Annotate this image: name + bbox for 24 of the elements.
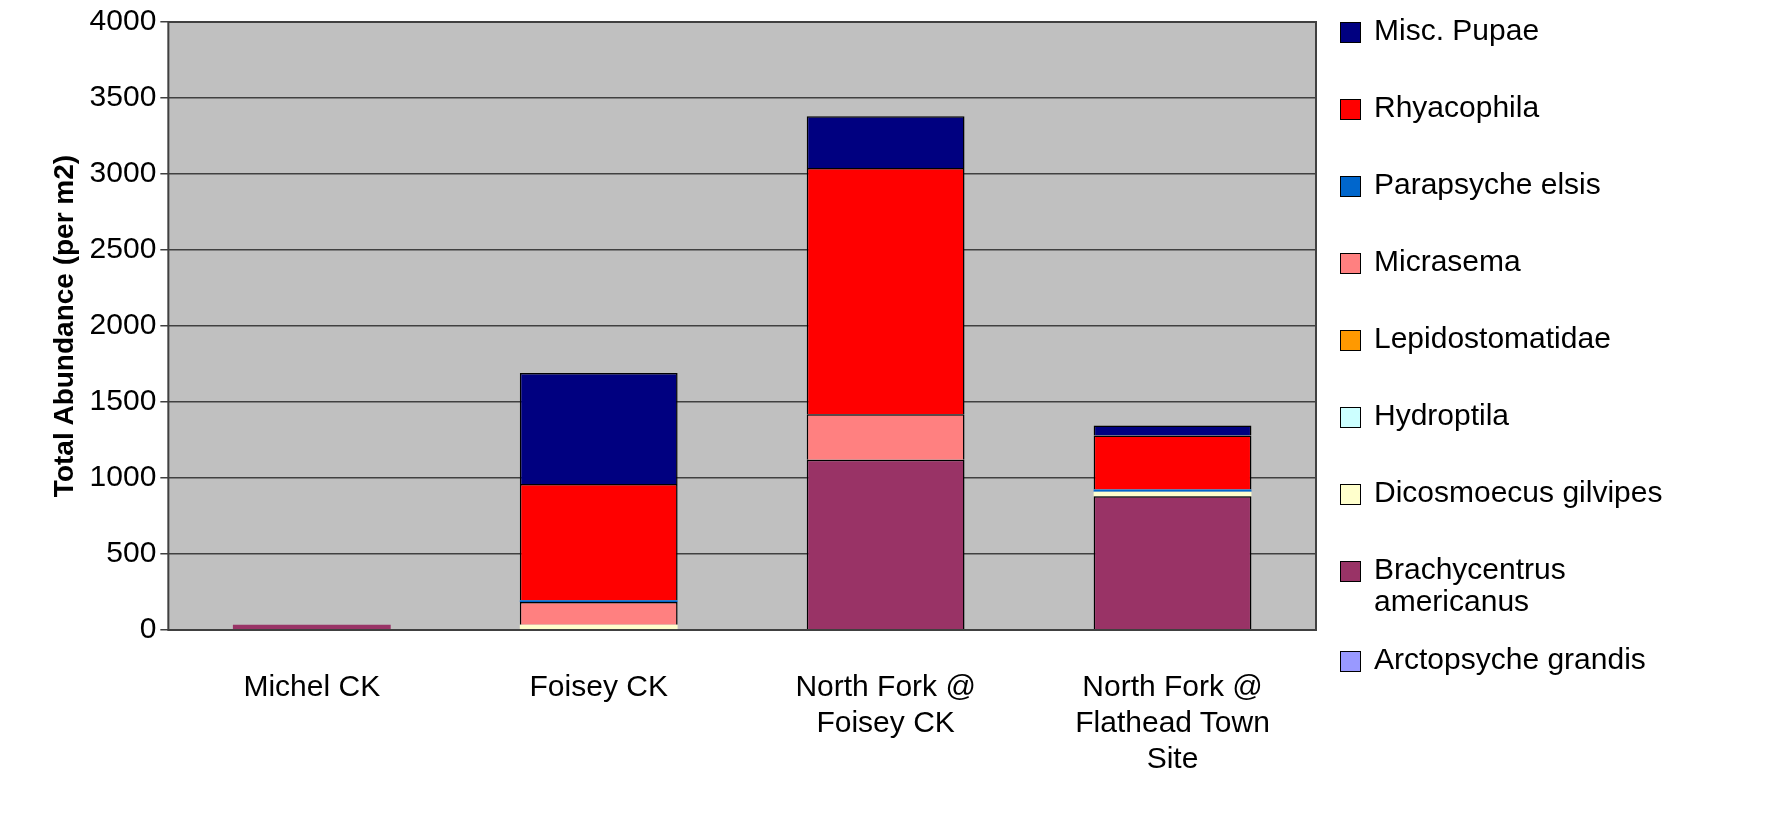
y-tick-label: 2000 <box>89 307 157 341</box>
legend-label: Dicosmoecus gilvipes <box>1374 475 1664 508</box>
legend-label: Lepidostomatidae <box>1374 321 1612 354</box>
y-tick-label: 4000 <box>89 3 157 37</box>
y-tick-label: 500 <box>106 535 157 569</box>
x-tick-label: North Fork @ Foisey CK <box>795 669 976 739</box>
x-tick-label: North Fork @ Flathead Town Site <box>1075 669 1270 775</box>
legend-label: Misc. Pupae <box>1374 13 1541 46</box>
x-tick-label: Michel CK <box>243 669 381 703</box>
legend-label: Micrasema <box>1374 244 1522 277</box>
y-tick-label: 1000 <box>89 459 157 493</box>
legend-label: Parapsyche elsis <box>1374 167 1602 200</box>
legend-label: Brachycentrus americanus <box>1374 552 1567 617</box>
legend-label: Rhyacophila <box>1374 90 1541 123</box>
x-tick-label: Foisey CK <box>529 669 668 703</box>
y-tick-label: 0 <box>139 611 157 645</box>
y-tick-label: 1500 <box>89 383 157 417</box>
y-axis-title: Total Abundance (per m2) <box>47 154 79 498</box>
legend-label: Hydroptila <box>1374 398 1511 431</box>
y-tick-label: 3500 <box>89 79 157 113</box>
y-tick-label: 2500 <box>89 231 157 265</box>
y-tick-label: 3000 <box>89 155 157 189</box>
legend-label: Arctopsyche grandis <box>1374 642 1647 675</box>
bar <box>1093 489 1252 492</box>
